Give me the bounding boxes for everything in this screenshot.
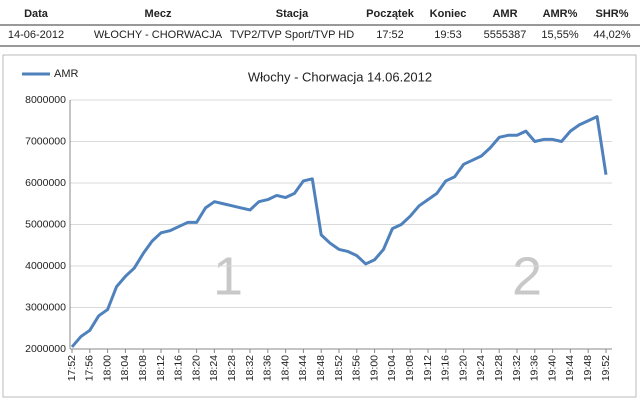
x-tick-label: 18:20 [190,355,202,381]
table-header: Mecz [145,8,172,20]
table-cell: WŁOCHY - CHORWACJA [94,29,223,41]
table-header: Początek [366,8,415,20]
x-tick-label: 18:12 [155,355,167,381]
data-line [70,115,608,348]
x-tick-label: 19:20 [457,355,469,381]
x-tick-label: 19:48 [582,355,594,381]
x-tick-label: 18:04 [119,355,131,381]
annotation: 1 [213,246,243,306]
table-header: AMR [492,8,517,20]
table-header: Stacja [276,8,309,20]
chart-title: Włochy - Chorwacja 14.06.2012 [248,69,432,84]
x-tick-label: 19:04 [386,355,398,381]
annotation: 2 [512,246,542,306]
x-tick-label: 18:00 [101,355,113,381]
x-tick-label: 17:56 [84,355,96,381]
table-header: Koniec [430,8,467,20]
table-cell: 5555387 [484,29,527,41]
table-cell: 17:52 [376,29,404,41]
y-tick-label: 5000000 [25,218,66,230]
table-cell: 44,02% [593,29,631,41]
table-cell: TVP2/TVP Sport/TVP HD [230,29,354,41]
x-tick-label: 19:12 [422,355,434,381]
x-tick-label: 17:52 [66,355,78,381]
x-tick-label: 18:48 [315,355,327,381]
x-tick-label: 19:36 [529,355,541,381]
x-tick-label: 18:08 [137,355,149,381]
table-header: SHR% [595,8,628,20]
x-tick-label: 18:32 [244,355,256,381]
x-tick-label: 18:28 [226,355,238,381]
table-header: AMR% [543,8,578,20]
x-tick-label: 18:16 [173,355,185,381]
table-cell: 14-06-2012 [8,29,64,41]
table-cell: 19:53 [434,29,462,41]
table-cell: 15,55% [541,29,579,41]
x-tick-label: 18:56 [351,355,363,381]
x-tick-label: 18:36 [262,355,274,381]
x-tick-label: 19:00 [368,355,380,381]
y-tick-label: 3000000 [25,301,66,313]
y-tick-label: 7000000 [25,135,66,147]
y-tick-label: 6000000 [25,177,66,189]
x-tick-label: 19:28 [493,355,505,381]
x-tick-label: 18:40 [279,355,291,381]
y-tick-label: 8000000 [25,94,66,106]
y-tick-label: 2000000 [25,343,66,355]
y-tick-label: 4000000 [25,260,66,272]
x-tick-label: 19:08 [404,355,416,381]
x-tick-label: 18:44 [297,355,309,381]
x-tick-label: 19:44 [564,355,576,381]
x-tick-label: 19:16 [440,355,452,381]
x-tick-label: 18:52 [333,355,345,381]
x-tick-label: 18:24 [208,355,220,381]
x-tick-label: 19:52 [600,355,612,381]
x-tick-label: 19:32 [511,355,523,381]
x-tick-label: 19:40 [546,355,558,381]
table-header: Data [24,8,49,20]
x-tick-label: 19:24 [475,355,487,381]
legend-label: AMR [54,68,79,80]
